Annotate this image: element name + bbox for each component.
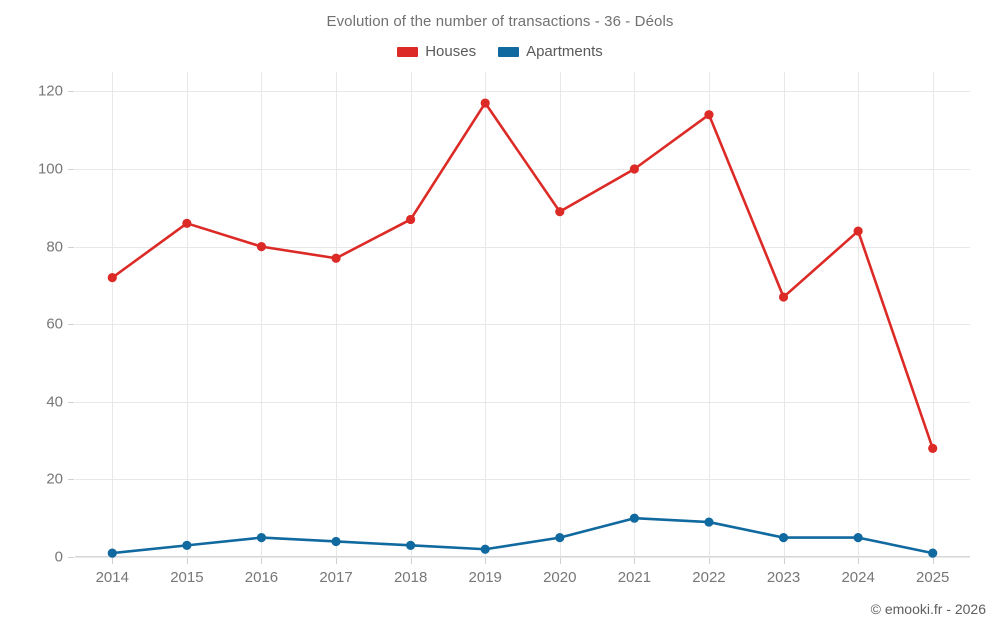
gridline-vertical [112, 72, 114, 557]
data-point[interactable] [256, 242, 267, 252]
data-point[interactable] [853, 533, 863, 543]
data-point[interactable] [629, 513, 639, 523]
x-axis-tick-mark [410, 558, 412, 564]
data-point[interactable] [107, 273, 117, 283]
x-axis-tick-label: 2018 [393, 569, 428, 586]
x-axis-tick-label: 2022 [692, 569, 726, 586]
data-point[interactable] [555, 533, 565, 543]
plot-area [75, 72, 970, 558]
x-axis-tick-mark [112, 558, 114, 564]
x-axis-tick-mark [559, 558, 561, 564]
data-point[interactable] [182, 218, 192, 228]
data-point[interactable] [406, 540, 416, 550]
x-axis-line [75, 556, 970, 557]
x-axis-tick-label: 2021 [617, 569, 652, 586]
x-axis-tick-label: 2024 [841, 569, 875, 586]
x-axis-tick-label: 2017 [319, 569, 353, 586]
gridline-vertical [559, 72, 561, 557]
y-axis-tick-label: 100 [37, 160, 63, 178]
data-point[interactable] [107, 548, 117, 558]
data-point[interactable] [480, 544, 490, 554]
chart-legend: Houses Apartments [0, 44, 1000, 59]
x-axis-tick-mark [858, 558, 860, 564]
x-axis-tick-mark [485, 558, 487, 564]
chart-title: Evolution of the number of transactions … [326, 13, 674, 30]
x-axis-tick-label: 2014 [95, 569, 129, 586]
y-axis-tick-label: 120 [37, 82, 63, 100]
data-point[interactable] [182, 540, 192, 550]
y-axis-tick-mark [68, 401, 74, 403]
data-point[interactable] [331, 253, 341, 263]
legend-swatch-apartments [498, 46, 520, 57]
y-axis-tick-mark [68, 91, 74, 93]
x-axis-tick-label: 2019 [468, 569, 502, 586]
data-point[interactable] [480, 98, 490, 108]
gridline-vertical [261, 72, 263, 557]
data-point[interactable] [555, 207, 565, 217]
gridline-vertical [485, 72, 487, 557]
series-apartments [107, 513, 938, 558]
gridline-horizontal [75, 169, 970, 170]
x-axis-tick-mark [708, 558, 710, 564]
y-axis-tick-label: 60 [46, 315, 63, 333]
data-point[interactable] [928, 548, 938, 558]
series-line [110, 516, 935, 555]
data-point[interactable] [928, 443, 938, 453]
y-axis-tick-mark [68, 479, 74, 481]
gridline-horizontal [75, 401, 970, 403]
gridline-vertical [783, 72, 785, 557]
x-axis-tick-label: 2015 [170, 569, 204, 586]
gridline-vertical [932, 72, 934, 557]
gridline-vertical [634, 72, 636, 557]
gridline-horizontal [75, 557, 970, 558]
legend-item-houses[interactable]: Houses [397, 44, 476, 59]
series-line [110, 101, 935, 450]
y-axis-tick-label: 0 [54, 548, 63, 566]
legend-label-apartments: Apartments [526, 43, 603, 60]
legend-swatch-houses [397, 46, 419, 57]
data-point[interactable] [256, 533, 267, 543]
x-axis-tick-mark [186, 558, 188, 564]
x-axis-tick-mark [261, 558, 263, 564]
data-point[interactable] [853, 226, 863, 236]
x-axis-tick-mark [634, 558, 636, 564]
series-houses [107, 98, 938, 453]
x-axis-tick-label: 2023 [766, 569, 801, 586]
x-axis-tick-label: 2016 [244, 569, 279, 586]
y-axis-tick-label: 80 [46, 238, 63, 256]
gridline-horizontal [75, 246, 970, 248]
series-lines [107, 98, 938, 558]
x-axis-tick-mark [932, 558, 934, 564]
gridline-horizontal [75, 324, 970, 326]
legend-item-apartments[interactable]: Apartments [498, 44, 603, 59]
x-axis-tick-mark [336, 558, 338, 564]
y-axis-tick-label: 40 [46, 393, 63, 411]
y-axis-tick-label: 20 [46, 470, 63, 488]
x-axis-tick-mark [783, 558, 785, 564]
data-point[interactable] [778, 292, 789, 302]
gridline-vertical [708, 72, 710, 557]
gridline-horizontal [75, 91, 970, 93]
y-axis-tick-mark [68, 557, 74, 558]
x-axis-tick-label: 2025 [916, 569, 950, 586]
gridline-vertical [410, 72, 412, 557]
data-point[interactable] [704, 517, 714, 527]
y-axis-tick-mark [68, 324, 74, 326]
x-axis-tick-label: 2020 [543, 569, 577, 586]
y-axis-tick-mark [68, 169, 74, 170]
data-point[interactable] [331, 536, 341, 547]
copyright-credit: © emooki.fr - 2026 [870, 601, 986, 617]
gridline-vertical [186, 72, 188, 557]
gridline-horizontal [75, 479, 970, 481]
legend-label-houses: Houses [425, 43, 477, 60]
y-axis-tick-mark [68, 246, 74, 248]
data-point[interactable] [778, 533, 789, 543]
data-point[interactable] [629, 164, 639, 174]
data-point[interactable] [704, 110, 714, 120]
gridline-vertical [336, 72, 338, 557]
gridline-vertical [858, 72, 860, 557]
data-point[interactable] [406, 214, 416, 225]
